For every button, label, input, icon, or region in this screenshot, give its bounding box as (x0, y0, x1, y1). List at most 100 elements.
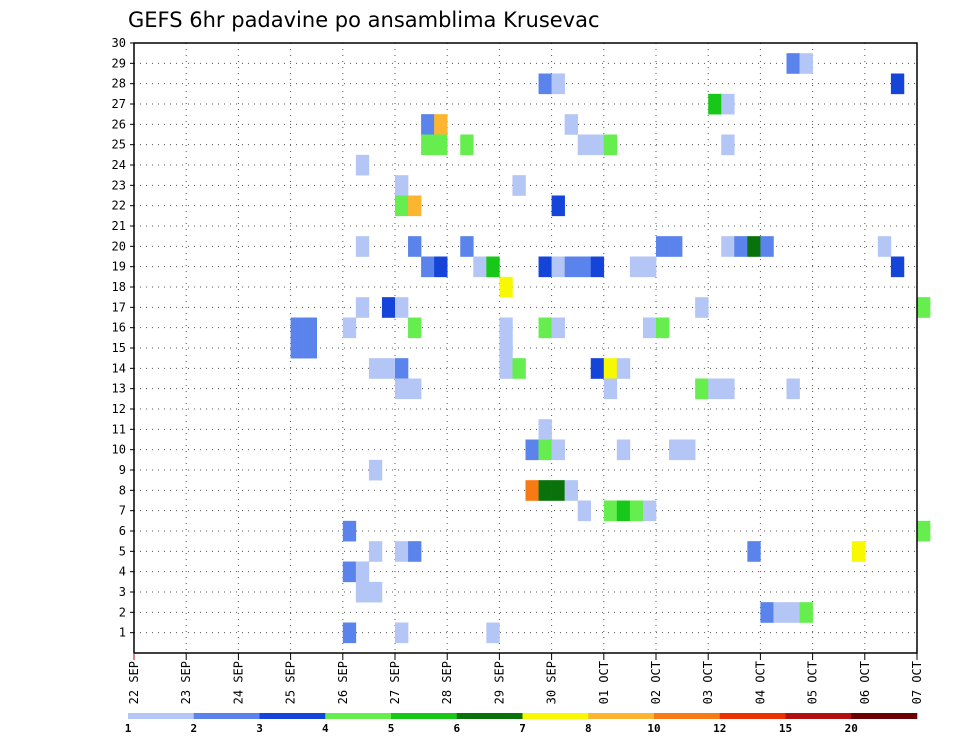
precip-cell (290, 337, 304, 359)
precip-cell (434, 114, 448, 135)
precip-cell (460, 236, 474, 257)
precip-cell (512, 358, 526, 379)
y-tick-label: 12 (112, 402, 126, 416)
y-tick-label: 28 (112, 77, 126, 91)
precip-cell (603, 500, 618, 522)
precip-cell (760, 236, 774, 257)
precip-cell (355, 297, 370, 318)
precip-cell (499, 317, 513, 339)
y-tick-label: 18 (112, 280, 126, 294)
precip-cell (368, 459, 383, 481)
y-tick-label: 16 (112, 321, 126, 335)
precip-cell (499, 276, 513, 298)
precip-cell (721, 378, 735, 400)
legend-label: 8 (585, 722, 592, 735)
precip-cell (551, 256, 565, 278)
x-tick-label: 05 OCT (806, 661, 820, 704)
legend-label: 12 (713, 722, 726, 735)
legend-swatch (391, 713, 458, 719)
precip-cell (355, 236, 370, 257)
precip-cell (799, 53, 813, 74)
precip-cell (395, 541, 409, 562)
precip-cell (564, 114, 578, 135)
precip-cell (408, 236, 422, 257)
legend-label: 15 (779, 722, 792, 735)
precip-cell (642, 500, 657, 522)
y-tick-label: 3 (119, 585, 126, 599)
legend-label: 3 (256, 722, 263, 735)
x-tick-label: 02 OCT (649, 661, 663, 704)
precip-cell (342, 520, 357, 542)
y-axis: 1234567891011121314151617181920212223242… (112, 36, 134, 640)
y-tick-label: 10 (112, 443, 126, 457)
precip-cell (682, 439, 696, 461)
y-tick-label: 21 (112, 219, 126, 233)
y-tick-label: 1 (119, 626, 126, 640)
y-tick-label: 27 (112, 97, 126, 111)
precip-cell (395, 358, 409, 379)
x-tick-label: 01 OCT (597, 661, 611, 704)
legend-swatch (588, 713, 655, 719)
precip-cell (786, 53, 800, 74)
legend-swatch (193, 713, 260, 719)
precip-cell (408, 317, 422, 339)
plot-frame (133, 42, 918, 654)
precip-cell (538, 73, 552, 95)
precip-cell (629, 500, 644, 522)
x-tick-label: 07 OCT (910, 661, 924, 704)
precip-cell (603, 134, 618, 156)
legend-label: 20 (845, 722, 858, 735)
precip-cell (760, 602, 774, 623)
y-tick-label: 30 (112, 36, 126, 50)
precip-cell (603, 358, 618, 379)
precip-cell (642, 256, 657, 278)
x-tick-label: 29 SEP (492, 661, 506, 704)
precip-cell (538, 439, 552, 461)
x-tick-label: 22 SEP (127, 661, 141, 704)
precip-cell (368, 581, 383, 603)
x-tick-label: 03 OCT (701, 661, 715, 704)
precip-cell (355, 561, 370, 583)
precip-cell (395, 195, 409, 217)
precip-cell (538, 480, 552, 501)
y-tick-label: 22 (112, 199, 126, 213)
x-tick-label: 28 SEP (440, 661, 454, 704)
y-tick-label: 11 (112, 422, 126, 436)
legend-swatch (654, 713, 721, 719)
precip-cell (395, 297, 409, 318)
y-tick-label: 13 (112, 382, 126, 396)
precip-cell (890, 73, 905, 95)
precip-cell (656, 236, 670, 257)
legend-swatch (325, 713, 392, 719)
x-tick-label: 24 SEP (231, 661, 245, 704)
precip-cell (851, 541, 866, 562)
legend-swatch (785, 713, 852, 719)
precip-cell (303, 337, 317, 359)
precip-cell (538, 256, 552, 278)
precip-cell (669, 439, 683, 461)
precip-cell (342, 622, 357, 644)
precip-cell (525, 439, 539, 461)
precip-cell (486, 256, 500, 278)
x-tick-label: 30 SEP (545, 661, 559, 704)
precip-cell (799, 602, 813, 623)
precip-cell (564, 256, 578, 278)
precip-cell (342, 317, 357, 339)
precip-cell (917, 520, 931, 542)
precip-cell (721, 236, 735, 257)
precip-cell (368, 541, 383, 562)
precip-cell (590, 134, 605, 156)
legend-swatch (456, 713, 523, 719)
precip-cell (486, 622, 500, 644)
precip-cell (551, 73, 565, 95)
precip-cell (564, 480, 578, 501)
precip-cell (747, 236, 761, 257)
precip-cell (551, 317, 565, 339)
precip-cell (395, 622, 409, 644)
precip-cell (721, 93, 735, 115)
precip-cell (499, 337, 513, 359)
x-tick-label: 27 SEP (388, 661, 402, 704)
precip-cell (917, 297, 931, 318)
precip-cell (355, 581, 370, 603)
precip-cell (656, 317, 670, 339)
